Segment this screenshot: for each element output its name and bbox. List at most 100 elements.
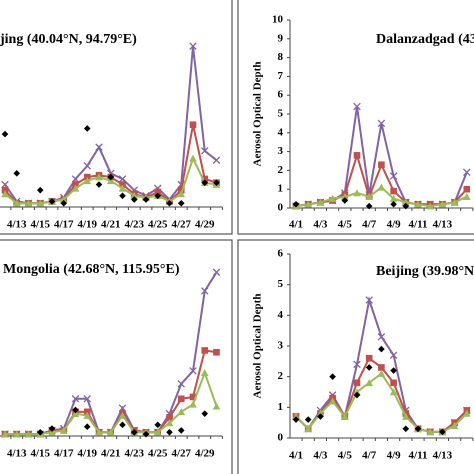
marker-diamond (329, 373, 336, 380)
marker-triangle (189, 400, 197, 408)
y-tick-label: 4 (278, 309, 284, 321)
marker-triangle (304, 425, 312, 433)
marker-triangle (12, 199, 21, 207)
marker-square (463, 185, 471, 193)
series-line (295, 372, 468, 433)
marker-diamond (304, 416, 312, 423)
x-tick-label: 4/1 (289, 450, 303, 462)
marker-triangle (389, 194, 398, 202)
y-tick-label: 8 (278, 51, 284, 63)
marker-diamond (60, 199, 68, 207)
y-axis-label: Aerosol Optical Depth (252, 62, 264, 167)
marker-diamond (414, 425, 422, 433)
marker-x (463, 168, 471, 177)
marker-square (353, 152, 361, 159)
x-tick-label: 4/29 (195, 448, 215, 460)
x-tick-label: 4/13 (7, 219, 27, 231)
marker-diamond (119, 421, 126, 429)
marker-x (71, 395, 80, 403)
marker-diamond (1, 130, 9, 138)
marker-triangle (463, 409, 471, 417)
y-axis-label: Aerosol Optical Depth (252, 294, 264, 399)
x-tick-label: 4/25 (148, 448, 168, 460)
marker-diamond (48, 198, 56, 205)
marker-triangle (316, 198, 325, 206)
chart-title: jing (40.04°N, 94.79°E) (0, 32, 137, 47)
marker-triangle (106, 177, 115, 185)
marker-diamond (292, 200, 300, 208)
chart-panel: 4/1 4/3 4/5 4/7 4/9 4/11 4/13 0 1 2 3 4 5 6 7 8 9 10 Aeros… (252, 14, 474, 231)
x-tick-label: 4/3 (313, 450, 328, 462)
marker-diamond (83, 125, 91, 132)
marker-triangle (450, 198, 459, 206)
marker-triangle (12, 430, 21, 438)
marker-x (389, 351, 398, 359)
marker-diamond (390, 200, 397, 208)
marker-triangle (48, 428, 56, 436)
marker-diamond (365, 364, 373, 371)
marker-x (212, 156, 221, 165)
marker-square (365, 354, 373, 362)
marker-square (177, 395, 185, 403)
x-tick-label: 4/19 (77, 448, 97, 460)
x-tick-label: 4/23 (124, 219, 144, 231)
marker-x (377, 333, 386, 341)
marker-triangle (177, 190, 186, 198)
marker-square (189, 393, 197, 401)
marker-triangle (118, 184, 127, 192)
marker-diamond (177, 199, 185, 207)
x-tick-label: 4/11 (409, 219, 428, 231)
series-line (5, 369, 218, 436)
series-line (5, 349, 217, 436)
marker-x (353, 360, 361, 369)
x-tick-label: 4/13 (7, 448, 27, 460)
marker-triangle (95, 173, 103, 181)
marker-x (389, 172, 398, 180)
y-tick-label: 0 (278, 432, 284, 444)
y-tick-label: 5 (278, 108, 284, 120)
marker-triangle (83, 411, 92, 419)
marker-diamond (107, 173, 115, 181)
x-tick-label: 4/29 (195, 219, 215, 231)
marker-diamond (439, 428, 446, 436)
marker-diamond (378, 345, 385, 353)
marker-diamond (83, 423, 91, 430)
chart-panel: 4/1 4/3 4/5 4/7 4/9 4/11 4/13 0 1 2 3 4 5 6 Aerosol Op… (252, 248, 474, 462)
panel-border (0, 0, 233, 235)
x-tick-label: 4/9 (387, 450, 402, 462)
x-tick-label: 4/7 (362, 219, 377, 231)
panel-border (237, 239, 474, 474)
x-tick-label: 4/23 (124, 448, 144, 460)
x-tick-label: 4/25 (148, 219, 168, 231)
marker-square (390, 187, 397, 195)
y-tick-label: 9 (278, 32, 284, 44)
x-tick-label: 4/7 (362, 450, 377, 462)
marker-diamond (201, 179, 209, 186)
marker-square (353, 379, 361, 387)
marker-diamond (119, 192, 126, 200)
y-tick-label: 7 (278, 70, 284, 82)
marker-diamond (341, 197, 349, 204)
marker-triangle (402, 198, 410, 206)
marker-diamond (353, 391, 361, 399)
x-tick-label: 4/13 (433, 219, 453, 231)
y-tick-label: 1 (278, 401, 284, 413)
marker-triangle (341, 192, 349, 201)
chart-title: Dalanzadgad (43 (376, 32, 474, 47)
marker-x (353, 102, 361, 111)
marker-x (1, 180, 9, 189)
marker-triangle (426, 428, 434, 436)
y-tick-label: 5 (278, 278, 284, 290)
marker-diamond (166, 199, 173, 207)
y-tick-label: 1 (278, 183, 284, 195)
marker-triangle (402, 412, 410, 420)
marker-triangle (36, 199, 45, 207)
marker-diamond (365, 202, 373, 210)
y-tick-label: 6 (278, 89, 284, 101)
x-tick-label: 4/17 (54, 219, 74, 231)
marker-diamond (36, 428, 44, 436)
marker-triangle (200, 368, 209, 377)
marker-triangle (316, 409, 325, 417)
